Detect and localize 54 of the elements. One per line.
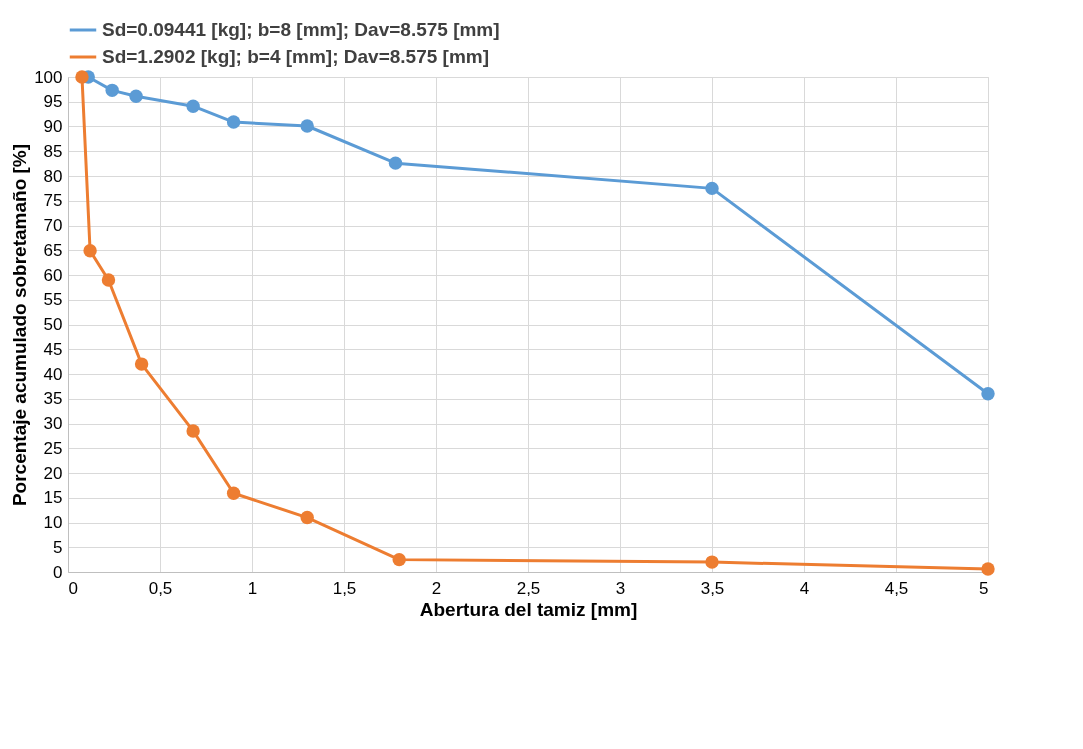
x-tick-label: 1,5 bbox=[332, 578, 357, 598]
point bbox=[105, 83, 119, 98]
point bbox=[75, 70, 89, 84]
x-tick-label: 2 bbox=[431, 578, 442, 598]
point bbox=[186, 424, 200, 438]
y-tick-label: 20 bbox=[43, 463, 63, 483]
y-tick-label: 10 bbox=[43, 513, 63, 532]
x-tick-label: 4,5 bbox=[884, 578, 909, 598]
y-tick-label: 15 bbox=[43, 488, 63, 508]
y-tick-label: 35 bbox=[43, 389, 63, 409]
x-tick-label: 3 bbox=[615, 578, 626, 598]
point bbox=[300, 119, 314, 133]
point bbox=[186, 99, 200, 113]
x-tick-label: 2,5 bbox=[516, 578, 541, 598]
point bbox=[392, 552, 406, 567]
legend-label: Sd=0.09441 [kg]; b=8 [mm]; Dav=8.575 [mm] bbox=[102, 19, 500, 40]
x-tick-label: 0,5 bbox=[148, 578, 173, 598]
y-tick-label: 45 bbox=[43, 339, 63, 359]
x-tick-label: 1 bbox=[247, 578, 258, 598]
point bbox=[705, 555, 719, 569]
y-tick-label: 30 bbox=[43, 414, 63, 433]
y-tick-label: 40 bbox=[43, 364, 63, 384]
x-tick-label: 4 bbox=[799, 578, 810, 598]
point bbox=[226, 115, 241, 129]
y-tick-label: 95 bbox=[43, 92, 63, 112]
legend-label: Sd=1.2902 [kg]; b=4 [mm]; Dav=8.575 [mm] bbox=[102, 46, 490, 67]
y-tick-label: 0 bbox=[53, 562, 63, 582]
y-tick-label: 50 bbox=[43, 315, 63, 334]
x-tick-label: 3,5 bbox=[700, 578, 725, 598]
y-tick-label: 90 bbox=[43, 117, 63, 136]
y-tick-label: 100 bbox=[34, 67, 63, 87]
y-tick-label: 55 bbox=[43, 290, 63, 310]
x-tick-label: 5 bbox=[979, 578, 989, 598]
point bbox=[134, 357, 149, 371]
y-axis-title: Porcentaje acumulado sobretamaño [%] bbox=[9, 143, 31, 507]
point bbox=[101, 273, 116, 287]
point bbox=[300, 510, 314, 525]
point bbox=[981, 387, 995, 401]
x-tick-label: 0 bbox=[68, 578, 78, 598]
point bbox=[129, 89, 143, 103]
y-tick-label: 75 bbox=[43, 191, 63, 211]
y-tick-label: 70 bbox=[43, 216, 63, 235]
point bbox=[83, 244, 97, 258]
y-tick-label: 5 bbox=[53, 537, 63, 557]
y-tick-label: 60 bbox=[43, 265, 63, 285]
y-tick-label: 85 bbox=[43, 141, 63, 161]
point bbox=[705, 181, 719, 196]
point bbox=[388, 156, 403, 170]
point bbox=[981, 562, 995, 576]
point bbox=[226, 486, 241, 500]
y-tick-label: 80 bbox=[43, 166, 63, 186]
x-axis-title: Abertura del tamiz [mm] bbox=[419, 598, 638, 620]
y-tick-label: 65 bbox=[43, 240, 63, 260]
y-tick-label: 25 bbox=[43, 438, 63, 458]
